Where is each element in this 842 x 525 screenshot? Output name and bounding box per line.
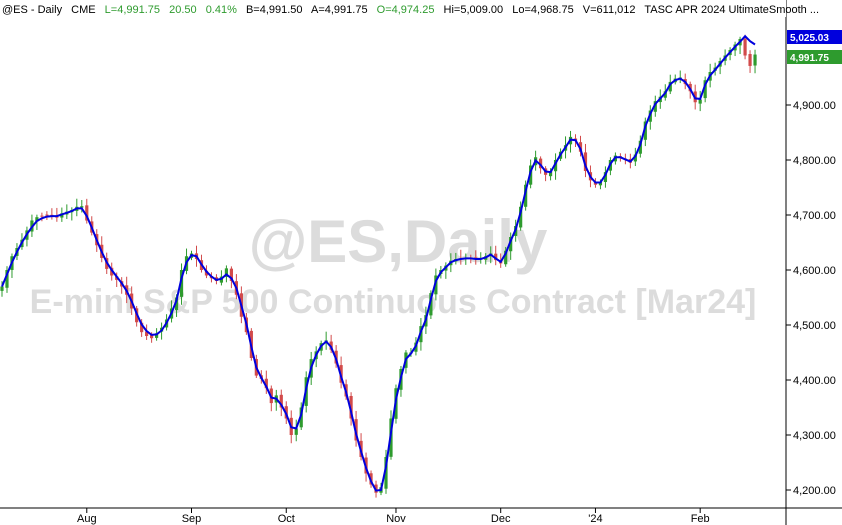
y-tick-label: 4,700.00 xyxy=(793,210,836,222)
candle-body xyxy=(229,268,234,281)
candle-body xyxy=(538,158,543,169)
y-axis: 4,200.00 4,300.00 4,400.00 4,500.00 4,600.00… xyxy=(786,100,836,497)
candle-body xyxy=(509,237,513,252)
x-tick-label: Sep xyxy=(182,513,202,525)
candle-body xyxy=(179,270,184,297)
y-tick-label: 4,200.00 xyxy=(793,485,836,497)
candle-body xyxy=(548,171,553,177)
header-symbol: @ES - Daily xyxy=(2,4,63,16)
candle-body xyxy=(698,99,702,104)
chart-header: @ES - Daily CME L=4,991.75 20.50 0.41% B… xyxy=(2,4,819,16)
candle-body xyxy=(434,275,438,295)
candle-body xyxy=(55,216,59,218)
candle-body xyxy=(653,101,657,112)
candle-body xyxy=(603,172,608,183)
ultimate-smooth-line xyxy=(1,34,756,492)
candle-body xyxy=(279,394,283,408)
x-tick-label: Nov xyxy=(386,513,406,525)
y-tick-label: 4,900.00 xyxy=(793,100,836,112)
x-axis: Aug Sep Oct Nov Dec '24 Feb xyxy=(77,508,710,525)
header-indicator: TASC APR 2024 UltimateSmooth ... xyxy=(644,4,819,16)
watermark-subtitle: E-mini S&P 500 Continuous Contract [Mar2… xyxy=(30,283,757,321)
candle-body xyxy=(643,121,647,140)
header-change-pct: 0.41% xyxy=(206,4,237,16)
candle-body xyxy=(35,217,39,222)
last-price-label: 4,991.75 xyxy=(787,50,842,64)
candle-body xyxy=(5,270,9,288)
x-tick-label: Feb xyxy=(691,513,710,525)
candle-body xyxy=(294,428,298,435)
candle-body xyxy=(174,297,179,311)
y-tick-label: 4,400.00 xyxy=(793,375,836,387)
x-tick-label: Dec xyxy=(491,513,511,525)
y-tick-label: 4,500.00 xyxy=(793,320,836,332)
header-bid: B=4,991.50 xyxy=(246,4,303,16)
header-high: Hi=5,009.00 xyxy=(444,4,504,16)
candle-body xyxy=(638,140,642,154)
svg-text:5,025.03: 5,025.03 xyxy=(790,33,829,44)
candle-body xyxy=(504,250,508,265)
header-volume: V=611,012 xyxy=(583,4,636,16)
candle-body xyxy=(264,378,268,389)
candle-body xyxy=(0,286,4,291)
candle-body xyxy=(429,293,433,316)
x-tick-label: Oct xyxy=(278,513,295,525)
header-ask: A=4,991.75 xyxy=(311,4,368,16)
candle-body xyxy=(753,54,757,66)
candle-body xyxy=(204,270,209,276)
candle-body xyxy=(553,160,558,172)
candle-body xyxy=(40,215,44,217)
candle-body xyxy=(150,334,154,339)
candle-body xyxy=(703,80,707,99)
candle-body xyxy=(663,91,667,98)
x-tick-label: Aug xyxy=(77,513,97,525)
header-low: Lo=4,968.75 xyxy=(512,4,573,16)
y-tick-label: 4,600.00 xyxy=(793,265,836,277)
candle-body xyxy=(384,457,388,489)
candle-body xyxy=(633,154,637,162)
candle-body xyxy=(598,182,603,186)
candle-body xyxy=(668,81,672,92)
candle-body xyxy=(145,331,149,336)
svg-text:4,991.75: 4,991.75 xyxy=(790,53,829,64)
header-bar xyxy=(0,0,786,17)
candle-body xyxy=(224,268,229,277)
indicator-value-label: 5,025.03 xyxy=(787,30,842,44)
candle-body xyxy=(524,184,528,207)
candle-body xyxy=(583,152,588,171)
header-change: 20.50 xyxy=(169,4,197,16)
candle-body xyxy=(154,333,159,338)
header-last: L=4,991.75 xyxy=(105,4,160,16)
candle-body xyxy=(80,206,84,208)
candle-body xyxy=(85,205,89,221)
candle-body xyxy=(45,214,49,216)
watermark-title: @ES,Daily xyxy=(249,208,548,275)
header-open: O=4,974.25 xyxy=(377,4,435,16)
x-tick-label: '24 xyxy=(588,513,602,525)
candle-body xyxy=(743,38,747,56)
y-tick-label: 4,800.00 xyxy=(793,155,836,167)
y-tick-label: 4,300.00 xyxy=(793,430,836,442)
candle-body xyxy=(519,206,523,228)
candle-body xyxy=(494,253,498,261)
header-exchange: CME xyxy=(71,4,95,16)
candle-body xyxy=(140,322,144,333)
candle-body xyxy=(748,54,752,66)
candle-body xyxy=(349,395,353,419)
